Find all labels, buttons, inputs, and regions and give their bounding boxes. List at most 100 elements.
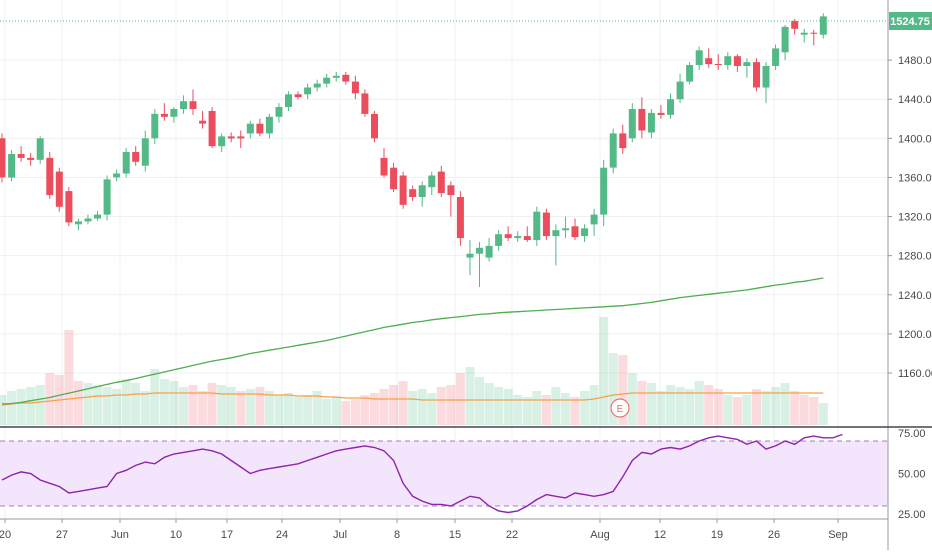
candle-body[interactable] [762,66,770,88]
candle-body[interactable] [208,111,216,147]
candle-body[interactable] [199,120,207,124]
candle-body[interactable] [609,133,617,168]
candle-body[interactable] [323,77,331,84]
candle-body[interactable] [17,154,25,158]
candle-body[interactable] [8,154,16,178]
candle-body[interactable] [418,185,426,197]
candle-body[interactable] [552,230,560,237]
candle-body[interactable] [256,123,264,134]
candle-body[interactable] [371,113,378,139]
candle-body[interactable] [667,99,674,115]
candle-body[interactable] [36,138,44,160]
candle-body[interactable] [55,171,63,207]
rsi-panel[interactable] [0,433,888,514]
candle-body[interactable] [619,133,627,149]
candle-body[interactable] [246,123,254,134]
candle-body[interactable] [714,64,722,65]
candle-body[interactable] [399,175,407,205]
candle-body[interactable] [132,152,140,162]
candle-body[interactable] [781,26,789,53]
candle-body[interactable] [819,16,827,35]
candle-body[interactable] [638,109,646,131]
candle-body[interactable] [743,62,751,66]
price-axis-labels[interactable]: 1480.00 1440.00 1400.00 1360.00 1320.00 1280.… [888,55,932,380]
candle-body[interactable] [800,32,808,35]
candle-body[interactable] [294,94,302,98]
candle-body[interactable] [456,197,464,239]
candle-body[interactable] [437,171,445,194]
candle-body[interactable] [151,113,159,139]
candle-body[interactable] [275,107,283,117]
candle-body[interactable] [351,81,359,94]
candle-body[interactable] [533,211,541,241]
candle-body[interactable] [103,179,111,215]
candle-body[interactable] [285,94,292,107]
candle-body[interactable] [590,214,598,225]
candle-body[interactable] [571,226,579,238]
candle-body[interactable] [189,101,197,109]
candle-body[interactable] [160,113,168,117]
candle-body[interactable] [772,48,780,66]
candle-body[interactable] [170,109,178,117]
candle-body[interactable] [724,56,732,65]
earnings-marker[interactable]: E [610,398,630,418]
candle-body[interactable] [647,112,655,133]
candle-body[interactable] [562,228,569,231]
candle-body[interactable] [113,173,121,178]
candle-body[interactable] [466,253,474,258]
candle-body[interactable] [0,138,6,178]
candle-body[interactable] [733,56,741,66]
candle-body[interactable] [409,189,417,197]
candle-body[interactable] [695,50,703,65]
candle-body[interactable] [705,58,713,65]
candle-body[interactable] [74,221,82,225]
candle-body[interactable] [227,136,235,139]
candle-body[interactable] [600,167,608,215]
candle-body[interactable] [218,136,226,147]
candle-body[interactable] [180,101,187,109]
candle-body[interactable] [676,81,684,100]
candle-body[interactable] [657,112,665,115]
candle-body[interactable] [476,247,483,254]
rsi-axis-labels[interactable]: 75.00 50.00 25.00 [898,428,926,521]
candle-body[interactable] [380,157,388,176]
candle-body[interactable] [342,74,350,82]
time-axis-labels[interactable]: 20 27 Jun 10 17 24 Jul 8 15 22 Aug 12 19 26 Sep [0,519,848,541]
candle-body[interactable] [361,93,369,114]
candle-body[interactable] [791,21,799,29]
candle-body[interactable] [428,175,436,188]
candle-body[interactable] [447,185,455,196]
candle-body[interactable] [686,65,694,82]
candle-body[interactable] [514,236,522,239]
earnings-marker-circle[interactable] [610,398,630,418]
candlesticks[interactable] [0,13,827,287]
rsi-line[interactable] [1,433,843,514]
candle-body[interactable] [332,75,340,78]
volume-bar [780,383,790,425]
candle-body[interactable] [542,212,550,237]
candle-body[interactable] [46,157,54,196]
candle-body[interactable] [94,214,101,219]
candle-body[interactable] [237,136,245,139]
candle-body[interactable] [753,62,760,88]
candle-body[interactable] [313,83,321,88]
candle-body[interactable] [141,138,149,166]
candle-body[interactable] [504,234,512,239]
candle-body[interactable] [122,152,130,174]
candle-body[interactable] [628,109,636,139]
candle-body[interactable] [581,228,589,237]
candle-body[interactable] [485,245,493,258]
volume-bar [45,373,55,425]
candle-body[interactable] [390,167,398,190]
candle-body[interactable] [495,234,503,246]
candle-body[interactable] [810,32,818,34]
candle-body[interactable] [84,218,92,222]
candle-body[interactable] [304,87,312,95]
candle-body[interactable] [27,157,35,160]
candle-body[interactable] [265,116,273,134]
candle-body[interactable] [65,191,73,223]
candle-body[interactable] [523,236,531,240]
